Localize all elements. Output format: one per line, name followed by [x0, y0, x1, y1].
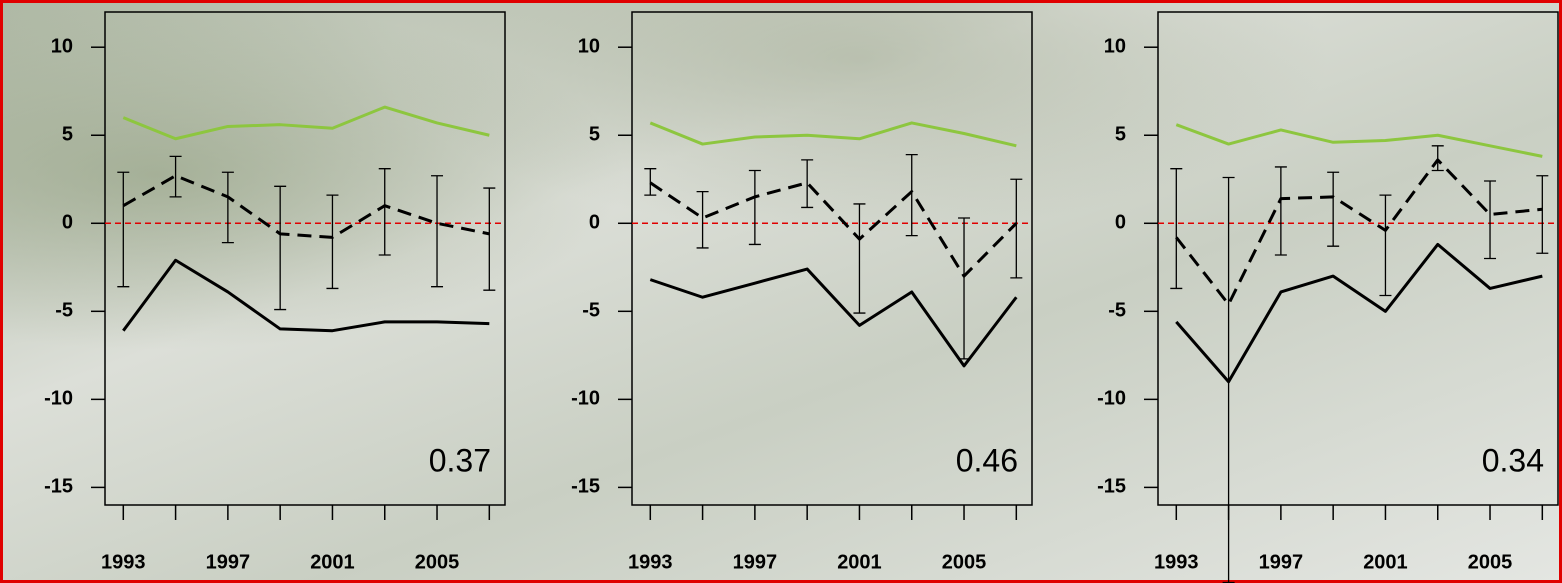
panel: 10 5 0 -5 -10 -15 1993 1997 2001 2005 0.37	[44, 11, 506, 573]
x-tick-label: 1993	[628, 551, 673, 573]
series-line	[649, 121, 1017, 148]
panel: 10 5 0 -5 -10 -15 1993 1997 2001 2005 0.46	[571, 11, 1033, 573]
y-tick-label: -15	[571, 476, 600, 498]
plot-area	[1157, 11, 1559, 506]
series-line	[1175, 158, 1543, 306]
error-bar	[696, 190, 709, 249]
y-tick-label: -15	[1097, 476, 1126, 498]
error-bar	[1536, 175, 1549, 254]
x-tick-label: 2001	[310, 551, 355, 573]
x-tick-label: 1993	[101, 551, 146, 573]
y-tick-label: -10	[1097, 388, 1126, 410]
series-line	[649, 267, 1018, 368]
error-bar	[1327, 171, 1340, 247]
x-tick-label: 2005	[1468, 551, 1513, 573]
annotation: 0.46	[956, 442, 1018, 478]
panel: 10 5 0 -5 -10 -15 1993 1997 2001 2005 0.34	[1097, 11, 1559, 583]
y-tick-label: 0	[62, 212, 73, 234]
y-tick-label: 0	[589, 212, 600, 234]
error-bar	[1431, 145, 1444, 172]
y-tick-label: 5	[589, 124, 600, 146]
error-bar	[431, 175, 444, 288]
series-line	[122, 105, 490, 141]
error-bar	[1379, 194, 1392, 297]
error-bar	[483, 187, 496, 291]
y-tick-label: 5	[1115, 124, 1126, 146]
x-tick-label: 1997	[1259, 551, 1304, 573]
annotation: 0.37	[429, 442, 491, 478]
y-tick-label: -5	[582, 300, 600, 322]
series-line	[1175, 242, 1543, 384]
y-tick-label: -15	[44, 476, 73, 498]
error-bar	[905, 153, 918, 237]
series-line	[649, 181, 1018, 278]
y-tick-label: 5	[62, 124, 73, 146]
error-bar	[748, 169, 761, 246]
error-bar	[1274, 166, 1287, 256]
plot-area	[631, 11, 1033, 506]
y-tick-label: 0	[1115, 212, 1126, 234]
y-tick-label: -5	[55, 300, 73, 322]
series-line	[1175, 123, 1543, 158]
error-bar	[1484, 180, 1497, 260]
error-bar	[117, 171, 130, 288]
error-bar	[644, 168, 657, 196]
x-tick-label: 2005	[415, 551, 460, 573]
x-tick-label: 1993	[1154, 551, 1199, 573]
error-bar	[326, 194, 339, 290]
error-bar	[1170, 168, 1183, 290]
plot-area	[104, 11, 506, 506]
y-tick-label: 10	[578, 35, 600, 57]
y-tick-label: 10	[1104, 35, 1126, 57]
x-tick-label: 1997	[206, 551, 251, 573]
y-tick-label: -5	[1108, 300, 1126, 322]
error-bar	[1010, 178, 1023, 279]
error-bar	[378, 168, 391, 256]
series-line	[122, 258, 490, 333]
y-tick-label: -10	[44, 388, 73, 410]
x-tick-label: 1997	[733, 551, 778, 573]
error-bar	[221, 171, 234, 244]
error-bar	[801, 159, 814, 209]
error-bar	[169, 155, 182, 198]
x-tick-label: 2001	[837, 551, 882, 573]
x-tick-label: 2001	[1363, 551, 1408, 573]
series-line	[122, 174, 490, 239]
y-tick-label: -10	[571, 388, 600, 410]
y-tick-label: 10	[51, 35, 73, 57]
annotation: 0.34	[1482, 442, 1544, 478]
x-tick-label: 2005	[942, 551, 987, 573]
error-bar	[853, 203, 866, 314]
error-bar	[274, 185, 287, 311]
